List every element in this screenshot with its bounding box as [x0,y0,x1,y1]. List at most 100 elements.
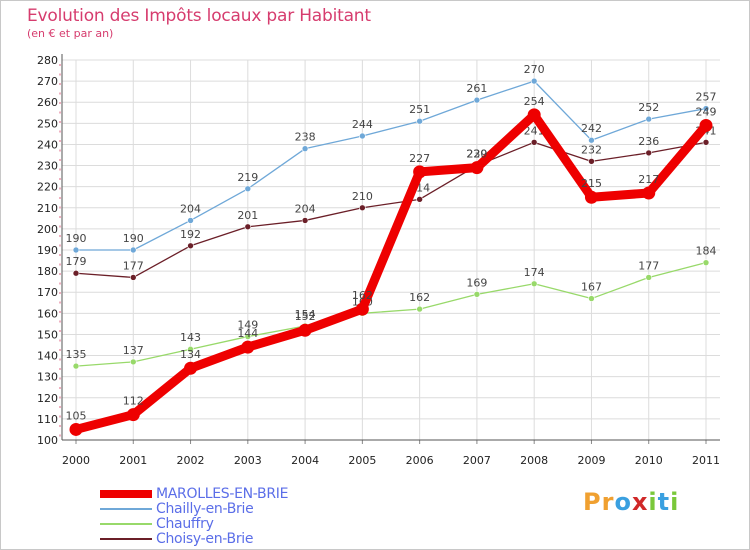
data-label: 215 [581,177,602,190]
x-tick-label: 2009 [577,454,605,467]
data-label: 152 [295,310,316,323]
y-tick-label: 180 [37,265,58,278]
data-label: 184 [696,245,717,258]
data-point [187,345,194,353]
legend-swatch-chauffry [100,522,152,525]
y-tick-label: 120 [37,392,58,405]
data-point [359,132,366,140]
series-line-chailly-en-brie [75,80,707,251]
x-tick-label: 2002 [177,454,205,467]
data-point [72,269,80,277]
chart-subtitle: (en € et par an) [27,27,114,40]
data-point [645,274,653,281]
legend-label-marolles: MAROLLES-EN-BRIE [156,485,289,502]
legend-item-choisy: Choisy-en-Brie [100,530,288,547]
logo-letter: r [601,488,615,516]
x-tick-label: 2005 [348,454,376,467]
logo-letter: i [670,488,680,516]
data-label: 219 [237,171,258,184]
y-tick-label: 110 [37,413,58,426]
data-label: 254 [524,95,545,108]
data-point [359,204,366,212]
y-tick-label: 100 [37,434,58,447]
y-tick-label: 270 [37,75,58,88]
data-label: 190 [123,232,144,245]
data-label: 162 [352,289,373,302]
series-line-chauffry [75,262,707,367]
y-tick-label: 130 [37,371,58,384]
data-point [129,274,137,281]
data-label: 261 [466,82,487,95]
proxiti-logo: Proxiti [583,488,679,516]
data-label: 238 [295,131,316,144]
y-tick-label: 200 [37,223,58,236]
data-label: 249 [696,105,717,118]
data-point [530,280,538,288]
data-label: 174 [524,266,545,279]
x-tick-label: 2011 [692,454,720,467]
data-point [645,115,653,123]
chart-title: Evolution des Impôts locaux par Habitant [27,6,371,26]
legend-label-choisy: Choisy-en-Brie [156,530,254,547]
data-point [355,302,369,316]
x-tick-label: 2010 [635,454,663,467]
x-tick-label: 2000 [62,454,90,467]
legend-item-chailly: Chailly-en-Brie [100,501,288,517]
legend-item-marolles: MAROLLES-EN-BRIE [100,485,289,502]
data-point [69,422,83,436]
y-tick-label: 250 [37,117,58,130]
data-label: 232 [581,143,602,156]
y-tick-label: 160 [37,307,58,320]
x-tick-label: 2007 [463,454,491,467]
y-tick-label: 190 [37,244,58,257]
logo-letter: P [583,488,602,516]
data-label: 135 [66,348,87,361]
data-label: 204 [180,202,201,215]
data-point [301,145,309,152]
data-label: 105 [66,409,87,422]
data-point [416,305,423,313]
y-tick-label: 150 [37,328,58,341]
data-point [244,333,252,340]
data-point [702,139,710,146]
data-label: 242 [581,122,602,135]
data-point [470,161,484,175]
legend-item-chauffry: Chauffry [100,516,288,532]
data-label: 217 [638,173,659,186]
data-label: 201 [237,209,258,222]
data-point [413,165,427,179]
y-tick-label: 230 [37,160,58,173]
data-label: 227 [409,152,430,165]
data-point [72,246,80,254]
legend-swatch-choisy [100,537,152,540]
data-point [588,136,595,144]
series-line-choisy-en-brie [75,141,707,279]
data-point [527,108,541,122]
data-label: 204 [295,202,316,215]
legend-swatch-marolles [100,489,152,498]
data-point [699,118,713,132]
data-point [702,105,710,112]
data-point [301,217,309,224]
data-point [473,96,481,104]
data-point [184,361,198,375]
y-tick-label: 260 [37,96,58,109]
data-label: 177 [123,259,144,272]
data-label: 251 [409,103,430,116]
data-point [129,358,137,366]
data-label: 144 [237,327,258,340]
data-label: 137 [123,344,144,357]
data-point [584,190,598,204]
data-point [588,158,595,165]
data-label: 236 [638,135,659,148]
data-label: 134 [180,348,201,361]
y-tick-label: 210 [37,202,58,215]
data-point [129,246,137,254]
data-label: 143 [180,331,201,344]
data-point [416,117,423,125]
data-label: 162 [409,291,430,304]
x-tick-label: 2001 [119,454,147,467]
data-label: 244 [352,118,373,131]
data-point [530,77,538,85]
